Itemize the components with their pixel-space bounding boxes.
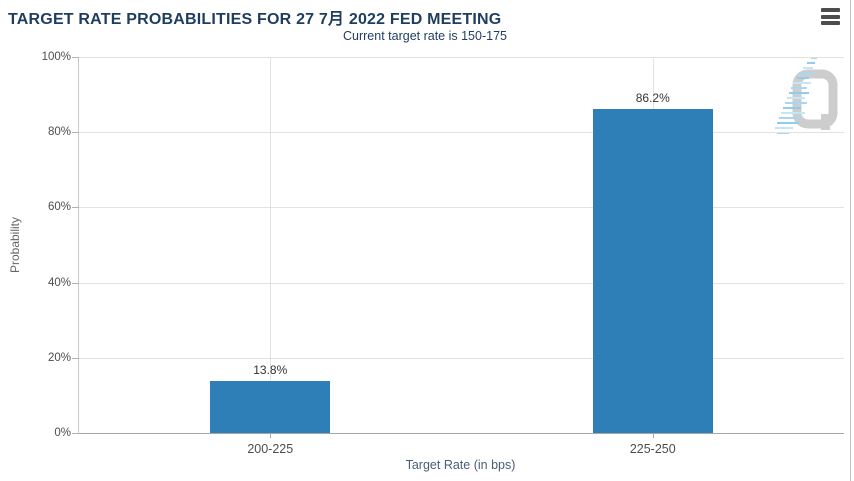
y-tick — [72, 57, 79, 58]
x-tick — [652, 433, 654, 438]
category-bands: 13.8% 200-225 86.2% 225-250 — [79, 57, 845, 456]
y-tick — [72, 357, 79, 359]
chart-subtitle: Current target rate is 150-175 — [343, 29, 507, 43]
y-tick — [72, 132, 79, 134]
y-tick — [72, 433, 79, 434]
widget-right-border — [850, 0, 851, 481]
gridline-100 — [79, 57, 844, 58]
x-tick — [270, 433, 272, 438]
hamburger-menu-icon[interactable] — [821, 8, 840, 25]
gridline-40 — [79, 282, 844, 284]
y-tick-label: 80% — [47, 126, 71, 139]
x-axis-title: Target Rate (in bps) — [405, 458, 516, 472]
y-axis-title: Probability — [8, 216, 22, 274]
menu-bar — [821, 8, 840, 12]
chart-title: TARGET RATE PROBABILITIES FOR 27 7月 2022… — [8, 11, 502, 28]
quikstrike-logo-watermark — [775, 57, 838, 134]
bar-value-label: 13.8% — [253, 363, 288, 378]
bar-225-250[interactable]: 86.2% — [592, 91, 713, 433]
y-tick — [72, 282, 79, 284]
bar-200-225[interactable]: 13.8% — [210, 363, 331, 433]
y-tick-label: 60% — [47, 201, 71, 214]
x-tick-label: 200-225 — [247, 442, 294, 456]
menu-bar — [821, 14, 840, 19]
gridline-80 — [79, 132, 844, 134]
vertical-gridline — [270, 57, 272, 433]
plot-area: 100% 80% 60% 40% 20% 0% 13.8% 200-225 86… — [42, 51, 845, 456]
bar-value-label: 86.2% — [635, 90, 670, 105]
menu-bar — [821, 21, 840, 25]
gridline-60 — [79, 207, 844, 209]
watermark-blue-dashes — [775, 57, 817, 134]
y-tick-label: 0% — [54, 427, 71, 439]
x-tick-label: 225-250 — [629, 442, 676, 456]
y-tick-label: 20% — [47, 351, 71, 364]
gridline-20 — [79, 357, 844, 359]
category-band-200-225: 13.8% 200-225 — [79, 57, 462, 456]
y-tick-label: 40% — [47, 276, 71, 289]
y-tick-label: 100% — [41, 51, 71, 63]
category-band-225-250: 86.2% 225-250 — [462, 57, 845, 456]
y-tick — [72, 207, 79, 209]
